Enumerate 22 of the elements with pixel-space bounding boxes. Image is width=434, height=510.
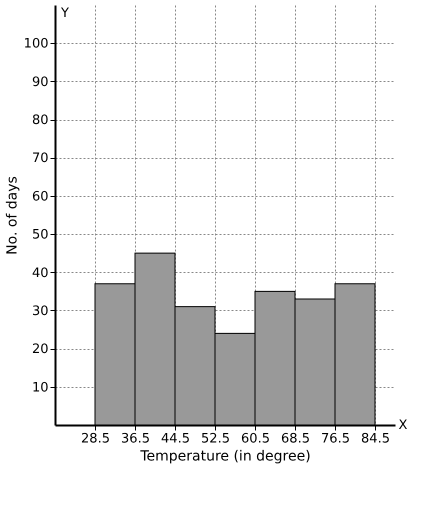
x-tick-label: 76.5 xyxy=(321,432,350,446)
x-tick-label: 84.5 xyxy=(361,432,390,446)
y-tick-label: 60 xyxy=(32,189,48,204)
y-tick-label: 20 xyxy=(32,342,48,358)
x-tick-label: 36.5 xyxy=(121,432,150,446)
x-tick-label: 68.5 xyxy=(281,432,310,446)
y-tick-label: 50 xyxy=(32,228,48,243)
y-axis-title: No. of days xyxy=(4,176,21,255)
x-tick-label: 52.5 xyxy=(201,432,230,446)
y-tick-label: 80 xyxy=(32,113,48,128)
text: X xyxy=(398,418,408,433)
x-tick-label: 44.5 xyxy=(161,432,190,446)
x-tick-label: 60.5 xyxy=(241,432,270,446)
y-tick-label: 40 xyxy=(32,266,48,281)
y-tick-label: 90 xyxy=(32,74,48,90)
annotation: Y xyxy=(60,6,70,21)
y-tick-label: 70 xyxy=(32,151,48,166)
x-tick-label: 28.5 xyxy=(81,432,110,446)
y-tick-label: 30 xyxy=(32,304,48,319)
y-tick-label: 10 xyxy=(32,380,48,396)
x-axis-title: Temperature (in degree) xyxy=(139,448,311,464)
y-tick-label: 100 xyxy=(24,36,48,52)
